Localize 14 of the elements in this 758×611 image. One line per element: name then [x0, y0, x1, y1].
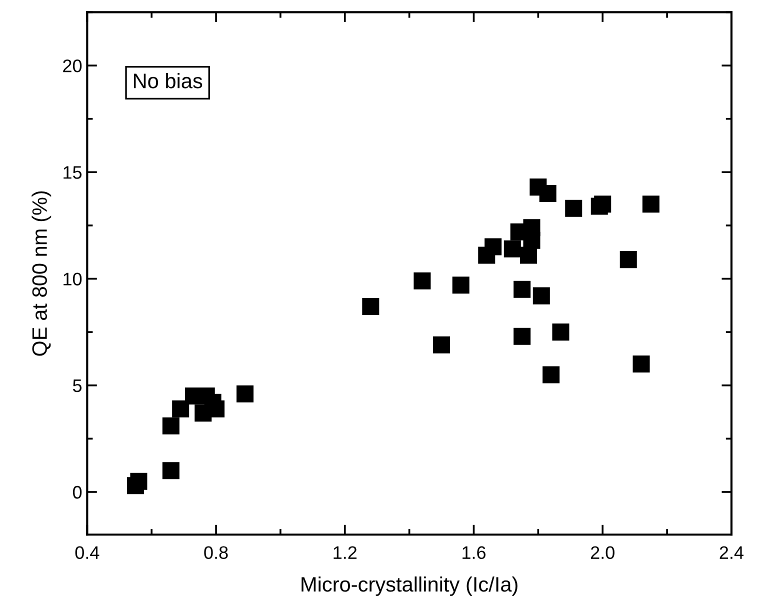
x-tick-label: 1.6 — [462, 546, 486, 559]
y-tick-label: 0 — [72, 486, 82, 499]
x-tick-label: 0.8 — [204, 546, 228, 559]
x-tick-label: 2.4 — [720, 546, 744, 559]
y-tick-label: 5 — [72, 379, 82, 392]
y-tick-label: 10 — [64, 272, 82, 286]
x-tick-label: 1.2 — [334, 546, 357, 559]
x-axis-title: Micro-crystallinity (Ic/Ia) — [302, 576, 518, 596]
y-tick-label: 20 — [63, 59, 82, 72]
annotation: No bias — [134, 73, 202, 88]
y-axis-title: QE at 800 nm (%) — [32, 191, 52, 356]
x-tick-label: 2.0 — [590, 546, 614, 559]
x-tick-label: 0.4 — [75, 546, 100, 559]
y-tick-label: 15 — [64, 166, 82, 179]
